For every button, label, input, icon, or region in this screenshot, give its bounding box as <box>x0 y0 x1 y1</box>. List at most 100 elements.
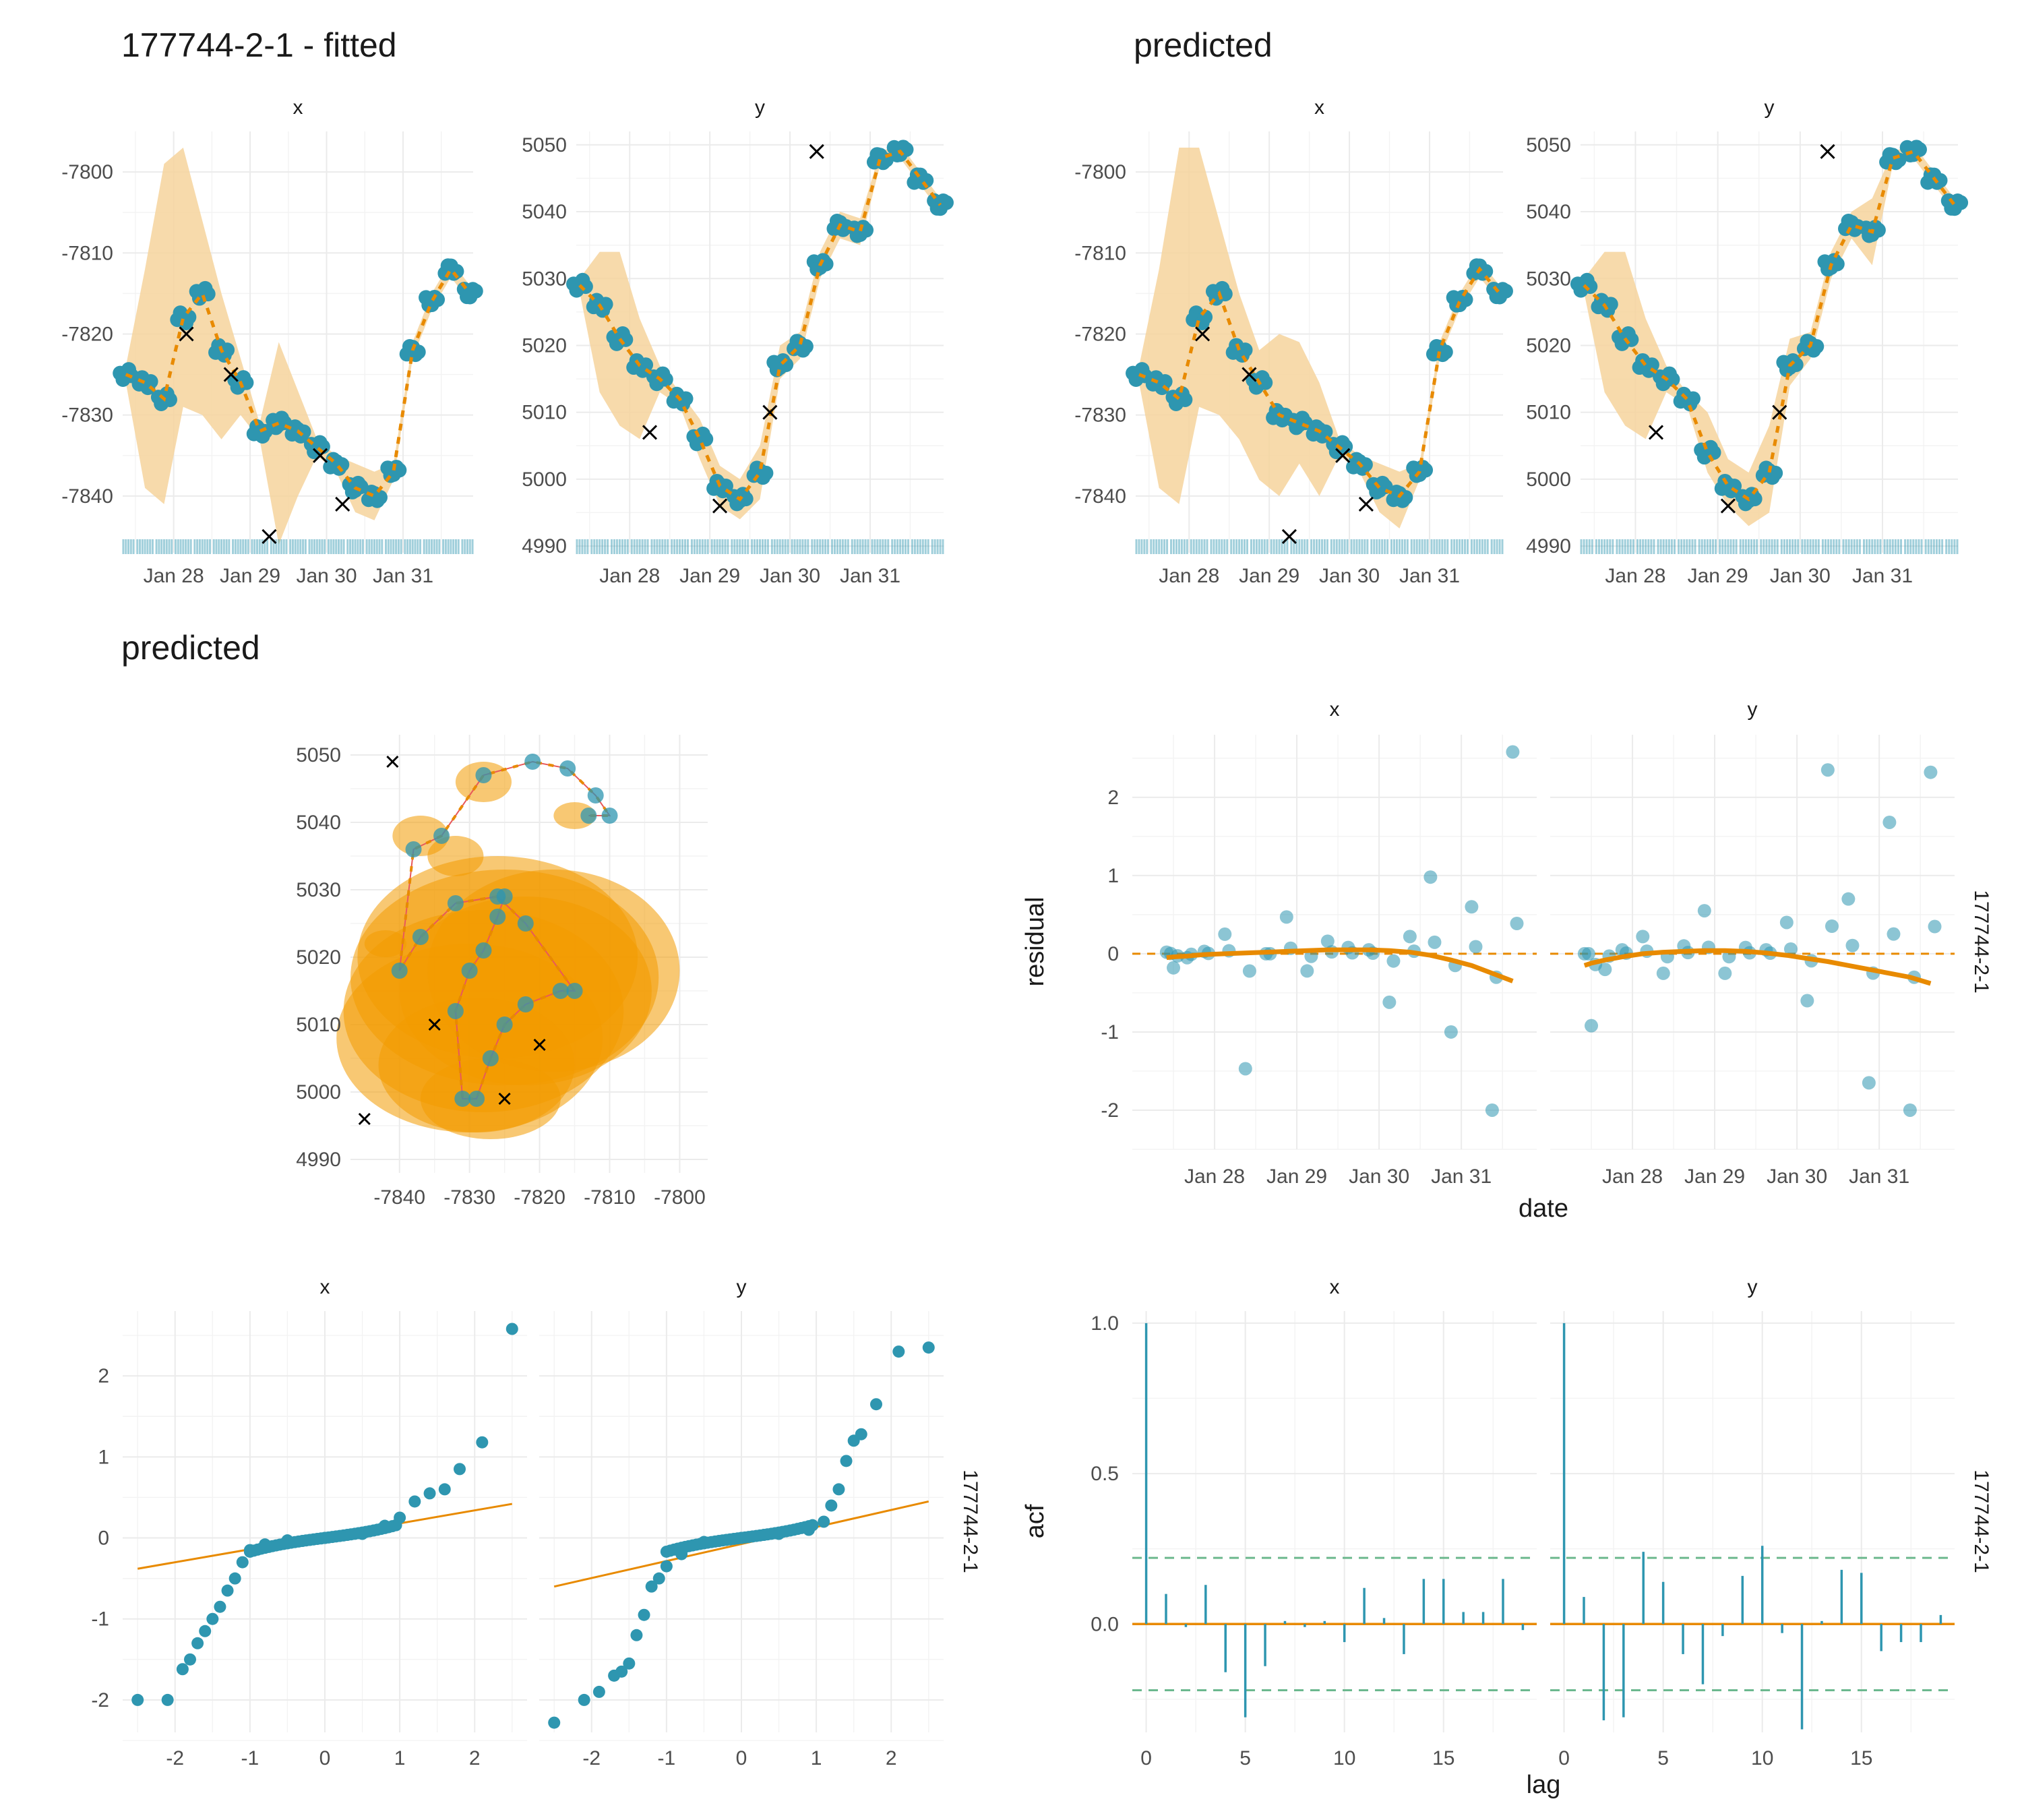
qq-point <box>803 1523 815 1536</box>
qq-point <box>592 1685 605 1698</box>
observed-location-cross <box>335 496 350 512</box>
residual-point <box>1465 900 1479 914</box>
data-point <box>1237 342 1253 358</box>
qq-point <box>660 1560 673 1573</box>
location-point <box>552 983 569 999</box>
residual-point <box>1485 1103 1499 1117</box>
x-tick-label: Jan 30 <box>297 565 357 587</box>
residual-point <box>1469 940 1483 954</box>
observed-location-cross <box>1720 498 1736 514</box>
smooth-trend-line <box>1583 948 1932 986</box>
data-point <box>1768 465 1783 481</box>
residual-point <box>1423 870 1438 884</box>
data-point <box>1932 173 1948 188</box>
observed-location-cross <box>642 425 658 440</box>
residual-point <box>1444 1025 1458 1039</box>
data-point <box>1644 357 1659 373</box>
cross-stroke <box>1281 528 1297 545</box>
x-tick-label: Jan 29 <box>220 565 280 587</box>
location-point <box>601 808 618 824</box>
confidence-band <box>1138 148 1500 528</box>
residual-point <box>1304 949 1318 963</box>
y-tick-label: 1 <box>98 1446 109 1468</box>
data-point <box>1318 424 1333 439</box>
y-tick-label: 5010 <box>1526 402 1571 424</box>
residual-point <box>1862 1076 1876 1090</box>
qq-point <box>735 1531 747 1544</box>
x-tick-label: -1 <box>658 1747 676 1769</box>
y-tick-label: 5000 <box>522 468 567 491</box>
panel-qq-x: x -2 -1 0 1 2 -2 -1 0 1 2 <box>91 1276 527 1769</box>
qq-point <box>221 1584 234 1597</box>
qq-point <box>578 1693 590 1706</box>
strip-label: x <box>1330 698 1340 721</box>
data-point <box>1157 373 1173 389</box>
y-tick-label: 5020 <box>522 334 567 357</box>
y-tick-label: 0 <box>98 1527 109 1550</box>
observed-location-cross <box>313 448 328 463</box>
data-point <box>372 489 388 505</box>
data-point <box>1418 462 1434 478</box>
x-tick-label: -7840 <box>373 1186 425 1209</box>
cross-stroke <box>179 326 194 342</box>
cross-stroke <box>1772 404 1787 420</box>
qq-point <box>825 1499 838 1512</box>
observed-location-cross <box>386 755 399 768</box>
data-point <box>658 371 673 387</box>
x-tick-label: 2 <box>886 1747 897 1769</box>
data-point <box>1258 375 1273 390</box>
y-tick-label: -7800 <box>61 161 113 183</box>
qq-point <box>645 1580 658 1593</box>
y-tick-label: 0.0 <box>1091 1613 1119 1635</box>
observed-location-cross <box>428 1018 441 1031</box>
location-point <box>580 808 597 824</box>
residual-point <box>1882 815 1897 829</box>
title-fitted: 177744-2-1 - fitted <box>121 26 397 64</box>
cross-stroke <box>1648 425 1664 440</box>
data-point <box>181 309 197 325</box>
x-tick-label: 15 <box>1432 1747 1454 1769</box>
fitted-track-line <box>578 149 942 502</box>
location-point <box>433 828 450 844</box>
data-point <box>1357 457 1373 473</box>
data-point <box>1685 391 1701 406</box>
qq-point <box>698 1536 710 1548</box>
x-tick-label: 10 <box>1751 1747 1773 1769</box>
qq-point <box>855 1428 867 1440</box>
x-tick-label: Jan 29 <box>1684 1165 1745 1188</box>
y-tick-label: 5010 <box>296 1014 341 1036</box>
observed-location-cross <box>809 144 824 159</box>
residual-point <box>1636 930 1650 944</box>
x-tick-label: Jan 28 <box>1159 565 1219 587</box>
qq-point <box>176 1663 189 1676</box>
qq-point <box>506 1323 518 1335</box>
location-point <box>447 1003 464 1019</box>
residual-point <box>1656 966 1670 980</box>
x-tick-label: Jan 29 <box>679 565 740 587</box>
residual-point <box>1238 1062 1252 1076</box>
strip-label-id: 177744-2-1 <box>1970 1469 1992 1573</box>
title-predicted-timeseries: predicted <box>1134 26 1273 64</box>
data-point <box>1727 479 1742 494</box>
panel-background <box>1550 735 1955 1149</box>
data-point <box>1665 371 1680 387</box>
observed-location-cross <box>358 1112 371 1126</box>
strip-label: y <box>1748 1276 1758 1298</box>
observed-location-cross <box>1772 404 1787 420</box>
x-tick-label: Jan 31 <box>1852 565 1913 587</box>
y-tick-label: -7810 <box>1074 242 1126 264</box>
qq-point <box>623 1657 636 1670</box>
qq-point <box>870 1398 882 1411</box>
residual-point <box>1903 1103 1917 1117</box>
y-tick-label: 5030 <box>1526 268 1571 290</box>
cross-stroke <box>1720 498 1736 514</box>
cross-stroke <box>712 498 728 514</box>
cross-stroke <box>223 367 239 382</box>
qq-point <box>394 1511 406 1524</box>
residual-point <box>1242 964 1256 978</box>
qq-point <box>423 1487 436 1500</box>
x-tick-label: 2 <box>469 1747 481 1769</box>
strip-label-id: 177744-2-1 <box>959 1469 981 1573</box>
data-point <box>1458 292 1473 307</box>
